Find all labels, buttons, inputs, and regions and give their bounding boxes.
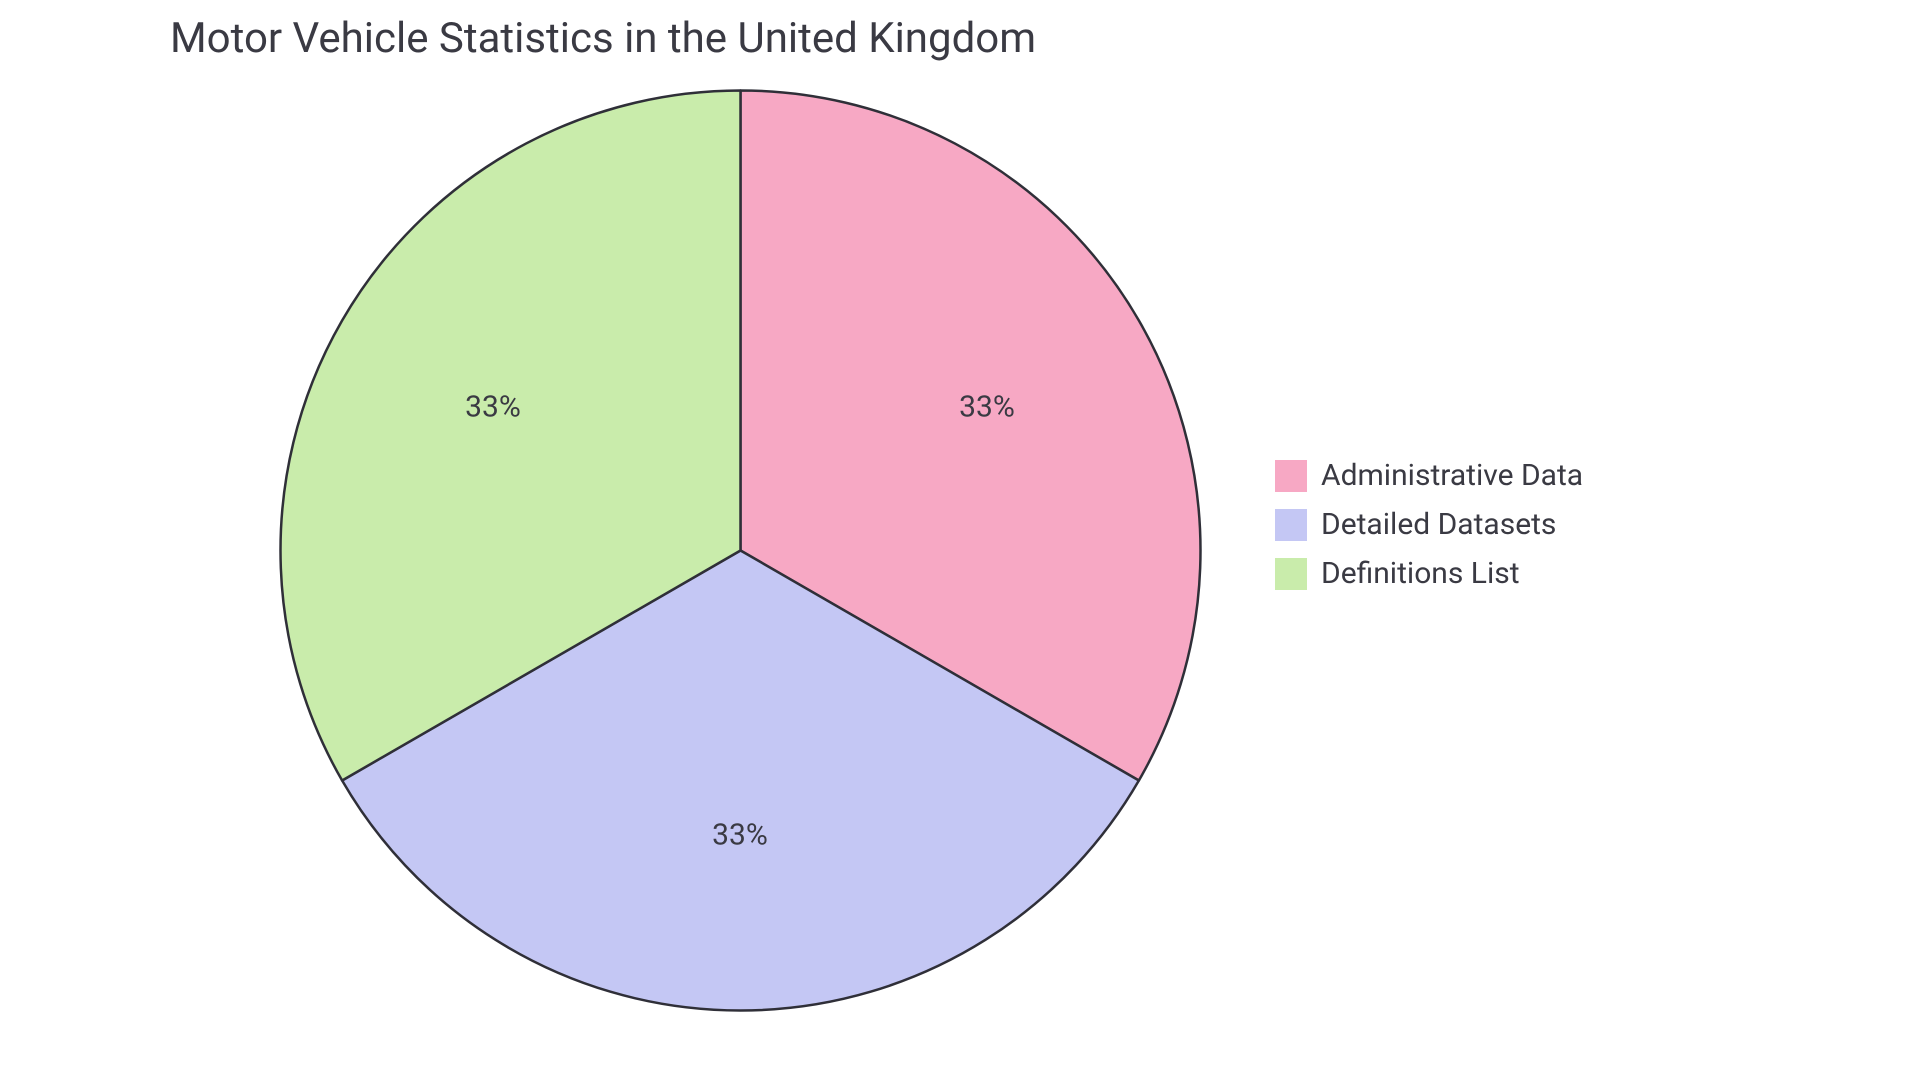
legend-swatch [1275,509,1307,541]
legend-label: Administrative Data [1321,458,1583,493]
legend-label: Detailed Datasets [1321,507,1556,542]
legend-item: Administrative Data [1275,458,1583,493]
legend: Administrative Data Detailed Datasets Defi… [1275,458,1583,591]
slice-percent-label: 33% [712,818,768,853]
legend-swatch [1275,558,1307,590]
chart-container: Motor Vehicle Statistics in the United K… [0,0,1920,1080]
legend-label: Definitions List [1321,556,1520,591]
chart-title: Motor Vehicle Statistics in the United K… [170,14,1036,63]
legend-item: Detailed Datasets [1275,507,1583,542]
pie-chart [276,86,1205,1015]
legend-swatch [1275,460,1307,492]
legend-item: Definitions List [1275,556,1583,591]
slice-percent-label: 33% [465,390,521,425]
slice-percent-label: 33% [959,390,1015,425]
